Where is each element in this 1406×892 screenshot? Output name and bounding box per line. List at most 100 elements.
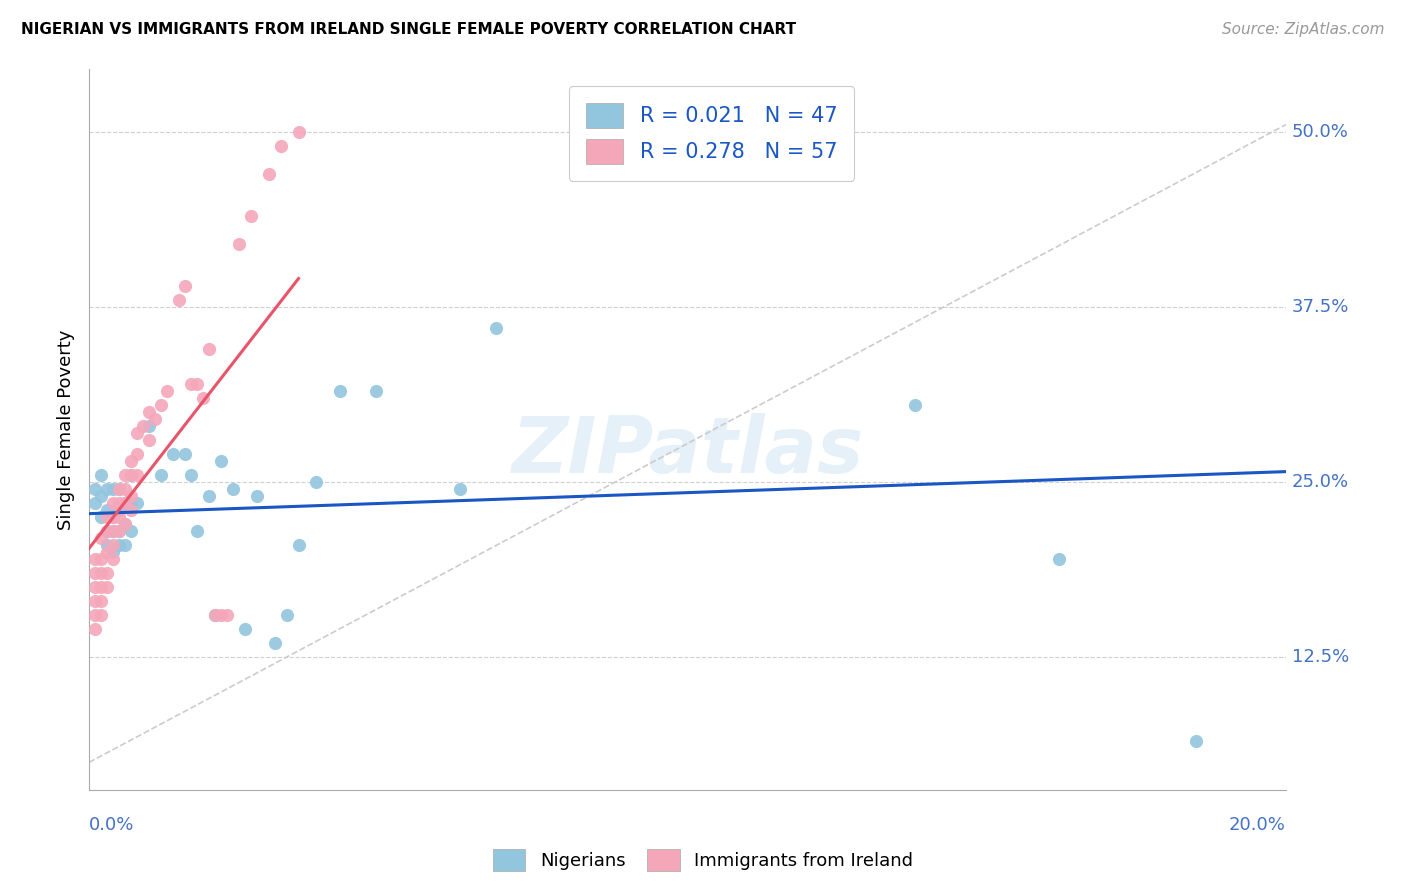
Point xyxy=(149,468,172,483)
Point xyxy=(180,376,202,391)
Point xyxy=(180,468,202,483)
Text: 37.5%: 37.5% xyxy=(1292,298,1350,316)
Point xyxy=(138,419,160,434)
Point xyxy=(162,447,184,461)
Point xyxy=(84,496,107,510)
Point xyxy=(1185,734,1208,748)
Point xyxy=(101,545,124,559)
Point xyxy=(305,475,328,489)
Point xyxy=(101,524,124,538)
Point xyxy=(209,454,232,468)
Point xyxy=(138,433,160,447)
Point xyxy=(114,517,136,532)
Point xyxy=(120,454,142,468)
Point xyxy=(222,482,245,496)
Point xyxy=(96,510,118,524)
Point xyxy=(96,482,118,496)
Point xyxy=(108,524,131,538)
Point xyxy=(108,503,131,517)
Point xyxy=(101,510,124,524)
Point xyxy=(366,384,388,398)
Point xyxy=(108,482,131,496)
Point xyxy=(84,594,107,608)
Point xyxy=(101,510,124,524)
Point xyxy=(101,552,124,566)
Point xyxy=(84,552,107,566)
Point xyxy=(149,398,172,412)
Point xyxy=(108,482,131,496)
Point xyxy=(449,482,471,496)
Point xyxy=(114,517,136,532)
Text: 50.0%: 50.0% xyxy=(1292,122,1348,141)
Point xyxy=(125,468,148,483)
Point xyxy=(197,342,219,356)
Point xyxy=(90,468,112,483)
Point xyxy=(108,496,131,510)
Point xyxy=(270,138,292,153)
Point xyxy=(204,608,226,623)
Point xyxy=(173,278,195,293)
Point xyxy=(197,489,219,503)
Point xyxy=(84,622,107,636)
Point xyxy=(114,496,136,510)
Text: 25.0%: 25.0% xyxy=(1292,473,1350,491)
Point xyxy=(96,524,118,538)
Point xyxy=(101,482,124,496)
Point xyxy=(329,384,352,398)
Point xyxy=(96,545,118,559)
Point xyxy=(90,510,112,524)
Text: 20.0%: 20.0% xyxy=(1229,815,1286,834)
Point xyxy=(101,524,124,538)
Point xyxy=(101,496,124,510)
Text: ZIPatlas: ZIPatlas xyxy=(512,413,863,489)
Point xyxy=(132,419,155,434)
Legend: Nigerians, Immigrants from Ireland: Nigerians, Immigrants from Ireland xyxy=(485,842,921,879)
Legend: R = 0.021   N = 47, R = 0.278   N = 57: R = 0.021 N = 47, R = 0.278 N = 57 xyxy=(569,87,853,181)
Point xyxy=(125,496,148,510)
Point xyxy=(120,496,142,510)
Point xyxy=(186,376,208,391)
Point xyxy=(84,580,107,594)
Point xyxy=(204,608,226,623)
Point xyxy=(1047,552,1070,566)
Point xyxy=(173,447,195,461)
Point xyxy=(108,524,131,538)
Point xyxy=(156,384,179,398)
Point xyxy=(114,538,136,552)
Point xyxy=(84,566,107,581)
Text: 0.0%: 0.0% xyxy=(89,815,135,834)
Point xyxy=(120,489,142,503)
Point xyxy=(287,125,309,139)
Point xyxy=(276,608,298,623)
Point xyxy=(90,608,112,623)
Point xyxy=(209,608,232,623)
Point xyxy=(485,321,508,335)
Point xyxy=(257,167,280,181)
Point xyxy=(239,209,262,223)
Point xyxy=(108,538,131,552)
Point xyxy=(120,468,142,483)
Point xyxy=(108,510,131,524)
Point xyxy=(96,580,118,594)
Point xyxy=(120,524,142,538)
Point xyxy=(186,524,208,538)
Text: Source: ZipAtlas.com: Source: ZipAtlas.com xyxy=(1222,22,1385,37)
Y-axis label: Single Female Poverty: Single Female Poverty xyxy=(58,329,75,530)
Point xyxy=(191,391,214,405)
Point xyxy=(90,566,112,581)
Point xyxy=(84,608,107,623)
Text: NIGERIAN VS IMMIGRANTS FROM IRELAND SINGLE FEMALE POVERTY CORRELATION CHART: NIGERIAN VS IMMIGRANTS FROM IRELAND SING… xyxy=(21,22,796,37)
Point xyxy=(233,622,256,636)
Point xyxy=(101,538,124,552)
Point xyxy=(167,293,190,307)
Point xyxy=(114,482,136,496)
Point xyxy=(228,236,250,251)
Point xyxy=(287,538,309,552)
Point xyxy=(904,398,927,412)
Point xyxy=(90,580,112,594)
Point xyxy=(84,482,107,496)
Point xyxy=(90,552,112,566)
Point xyxy=(138,405,160,419)
Point xyxy=(114,496,136,510)
Point xyxy=(246,489,269,503)
